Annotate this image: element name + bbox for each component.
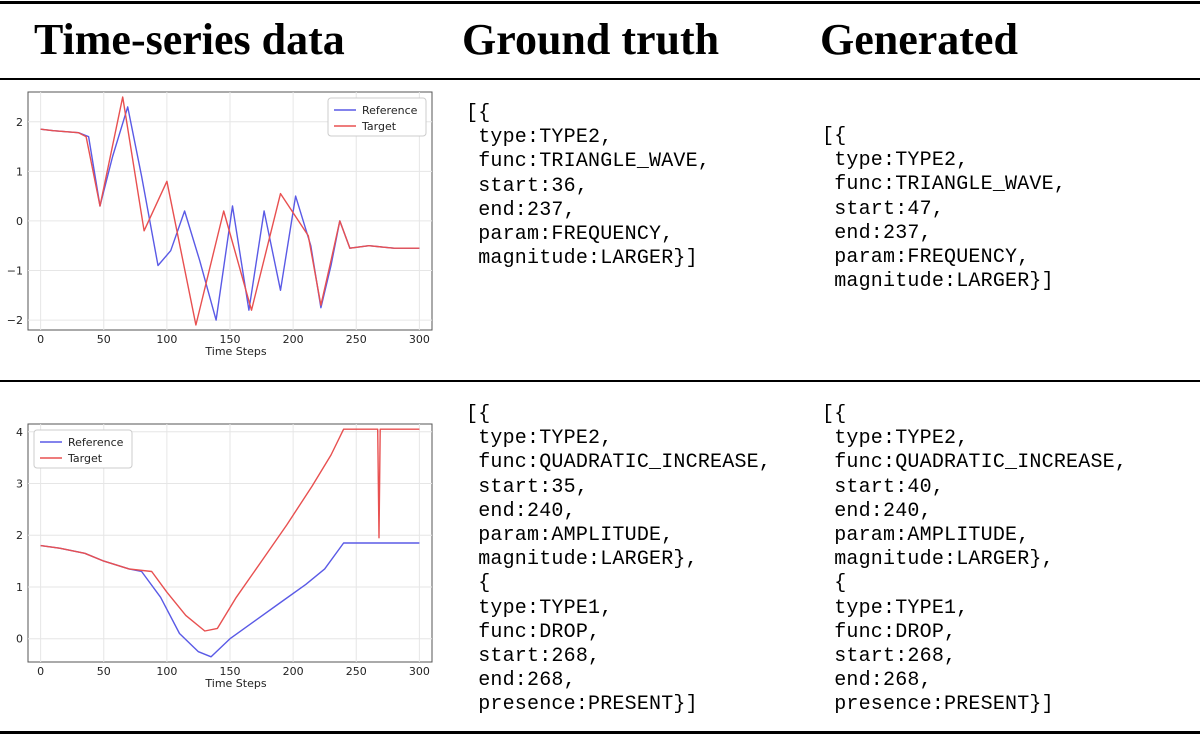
- top-rule: [0, 1, 1200, 4]
- generated-row-1: [{ type:TYPE2, func:TRIANGLE_WAVE, start…: [822, 125, 1067, 294]
- legend-label: Target: [67, 452, 103, 465]
- ground-truth-row-2: [{ type:TYPE2, func:QUADRATIC_INCREASE, …: [466, 403, 772, 717]
- legend-label: Target: [361, 120, 397, 133]
- x-tick-label: 300: [409, 665, 430, 678]
- legend-label: Reference: [68, 436, 124, 449]
- y-tick-label: 3: [16, 478, 23, 491]
- bottom-rule: [0, 731, 1200, 734]
- x-tick-label: 200: [283, 333, 304, 346]
- x-tick-label: 150: [220, 333, 241, 346]
- x-tick-label: 50: [97, 333, 111, 346]
- y-tick-label: 2: [16, 116, 23, 129]
- x-tick-label: 200: [283, 665, 304, 678]
- x-tick-label: 100: [156, 665, 177, 678]
- y-tick-label: 1: [16, 165, 23, 178]
- chart-row-2-svg: 0 50 100 150 200 250 300 0 1 2 3 4 Time Steps Referen…: [16, 423, 433, 690]
- chart-row-2: 0 50 100 150 200 250 300 0 1 2 3 4 Time Steps Referen…: [0, 420, 440, 698]
- x-tick-label: 150: [220, 665, 241, 678]
- x-tick-label: 50: [97, 665, 111, 678]
- y-tick-label: 0: [16, 215, 23, 228]
- x-tick-label: 0: [37, 333, 44, 346]
- chart-1-group: 0 50 100 150 200 250 300 0 1 2 3 4 Time Steps Referen…: [16, 423, 433, 690]
- chart-row-1: 0 50 100 150 200 250 300 −2 −1 0 1 2 Time Steps Refer…: [0, 88, 440, 366]
- ground-truth-row-1: [{ type:TYPE2, func:TRIANGLE_WAVE, start…: [466, 102, 711, 271]
- header-rule: [0, 78, 1200, 80]
- header-time-series-data: Time-series data: [34, 15, 345, 64]
- y-tick-label: 2: [16, 529, 23, 542]
- x-tick-label: 250: [346, 333, 367, 346]
- y-tick-label: 4: [16, 426, 23, 439]
- generated-row-2: [{ type:TYPE2, func:QUADRATIC_INCREASE, …: [822, 403, 1128, 717]
- y-tick-label: −1: [7, 265, 23, 278]
- series-line-target: [40, 96, 420, 326]
- chart-row-1-svg: 0 50 100 150 200 250 300 −2 −1 0 1 2 Time Steps Refer…: [7, 91, 433, 358]
- header-generated: Generated: [820, 15, 1018, 64]
- x-tick-label: 300: [409, 333, 430, 346]
- legend-label: Reference: [362, 104, 418, 117]
- y-tick-label: 1: [16, 581, 23, 594]
- y-tick-label: −2: [7, 314, 23, 327]
- y-tick-label: 0: [16, 633, 23, 646]
- x-tick-label: 100: [156, 333, 177, 346]
- chart-0-group: 0 50 100 150 200 250 300 −2 −1 0 1 2 Time Steps Refer…: [7, 91, 433, 358]
- row-separator-rule: [0, 380, 1200, 382]
- x-axis-label: Time Steps: [204, 345, 266, 358]
- x-tick-label: 0: [37, 665, 44, 678]
- x-tick-label: 250: [346, 665, 367, 678]
- header-ground-truth: Ground truth: [462, 15, 720, 64]
- x-axis-label: Time Steps: [204, 677, 266, 690]
- series-line-target: [40, 428, 420, 632]
